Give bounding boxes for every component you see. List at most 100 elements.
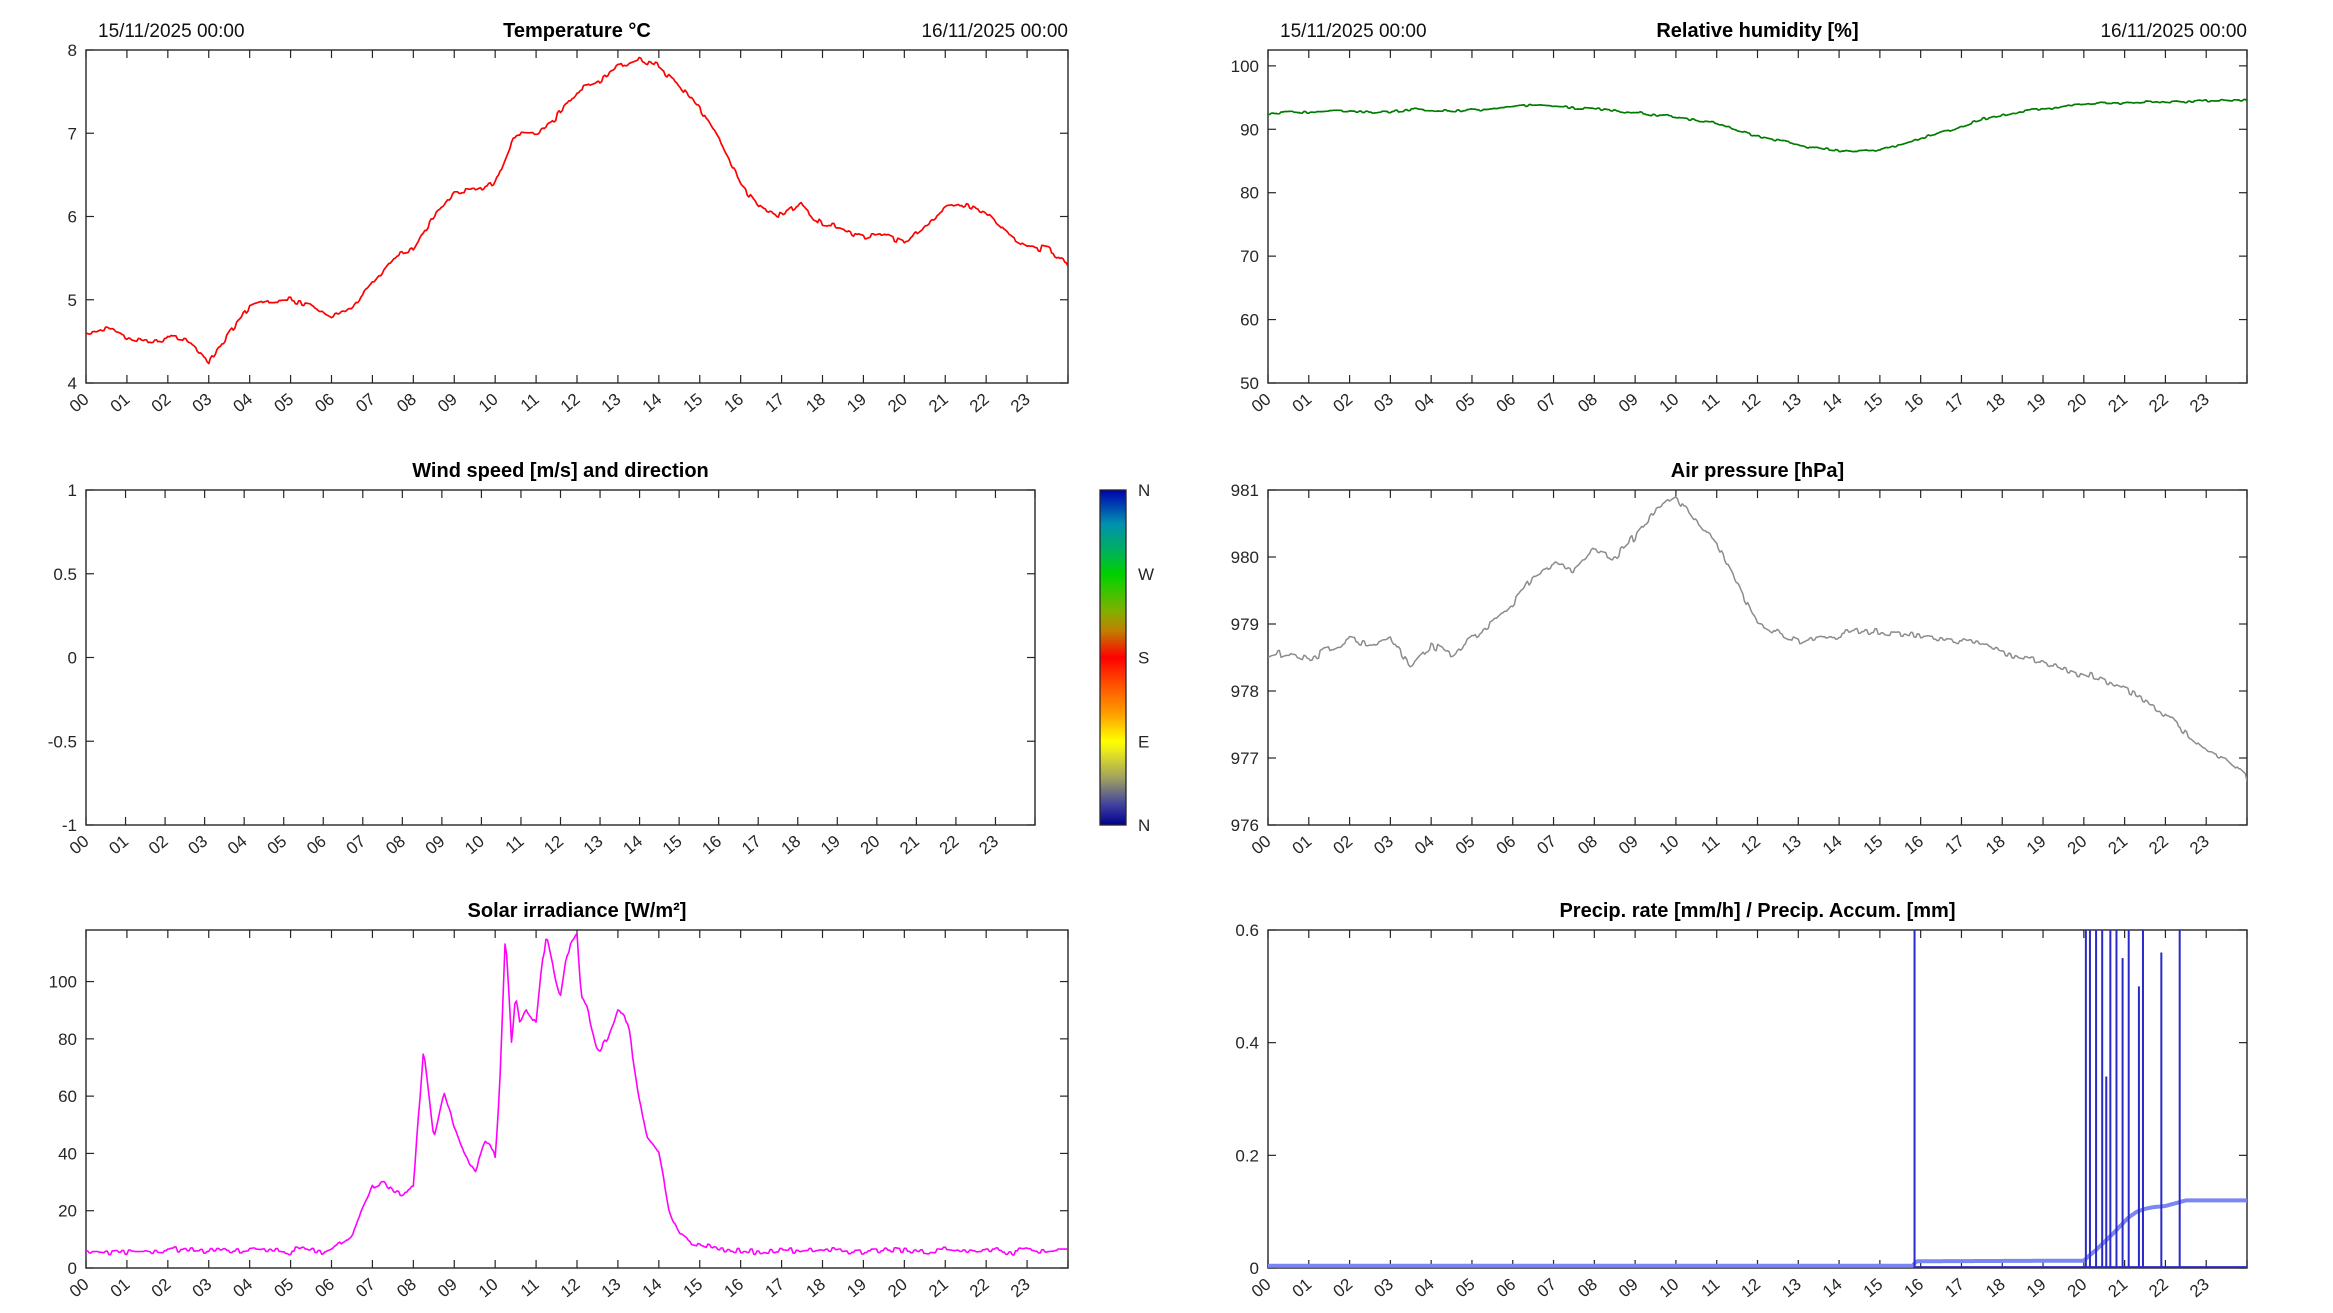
x-tick-label: 21 (896, 832, 923, 859)
x-tick-label: 04 (224, 832, 251, 859)
y-tick-label: 6 (68, 208, 77, 227)
x-tick-label: 18 (1982, 390, 2009, 417)
x-tick-label: 22 (966, 1275, 993, 1302)
series-layer (1268, 930, 2247, 1268)
x-tick-label: 08 (393, 390, 420, 417)
chart-title: Precip. rate [mm/h] / Precip. Accum. [mm… (1559, 900, 1955, 922)
y-tick-label: -0.5 (48, 732, 77, 751)
x-tick-label: 15 (1860, 390, 1887, 417)
colorbar-label: W (1138, 565, 1154, 584)
x-tick-label: 21 (2104, 1275, 2131, 1302)
temperature-chart: 00 01 02 03 04 05 06 07 08 09 10 11 12 13 14 15 16 17 18 19… (66, 20, 1069, 417)
axes-box (1267, 49, 2248, 384)
x-tick-label: 01 (1289, 832, 1316, 859)
x-tick-label: 09 (422, 832, 449, 859)
x-tick-label: 12 (557, 390, 584, 417)
colorbar-label: N (1138, 481, 1150, 500)
y-tick-label: 0.4 (1235, 1034, 1259, 1053)
x-tick-label: 21 (2104, 832, 2131, 859)
air-pressure-line (1268, 496, 2247, 782)
x-tick-label: 10 (475, 390, 502, 417)
x-tick-label: 01 (107, 1275, 134, 1302)
y-tick-label: 4 (68, 374, 77, 393)
x-tick-label: 23 (1007, 1275, 1034, 1302)
x-tick-label: 03 (184, 832, 211, 859)
x-tick-label: 04 (230, 1275, 257, 1302)
x-tick-label: 11 (1698, 390, 1724, 416)
x-tick-label: 13 (580, 832, 607, 859)
x-tick-label: 11 (517, 1275, 543, 1301)
x-tick-label: 18 (778, 832, 805, 859)
x-tick-label: 20 (2064, 832, 2091, 859)
x-tick-label: 11 (1698, 832, 1724, 858)
x-tick-label: 03 (1370, 390, 1397, 417)
x-tick-label: 20 (884, 390, 911, 417)
x-tick-label: 15 (659, 832, 686, 859)
x-tick-label: 06 (1493, 832, 1520, 859)
x-tick-label: 17 (1941, 1275, 1968, 1302)
x-tick-label: 09 (434, 390, 461, 417)
chart-title: Solar irradiance [W/m²] (468, 900, 687, 922)
x-tick-label: 08 (1574, 390, 1601, 417)
x-tick-label: 16 (1901, 390, 1928, 417)
x-tick-label: 07 (1533, 390, 1560, 417)
y-tick-label: 1 (68, 481, 77, 500)
colorbar-label: S (1138, 649, 1149, 668)
x-tick-label: 07 (1533, 1275, 1560, 1302)
humidity-chart: 00 01 02 03 04 05 06 07 08 09 10 11 12 13 14 15 16 17 18 19… (1231, 20, 2248, 417)
x-tick-label: 12 (557, 1275, 584, 1302)
x-tick-label: 18 (1982, 1275, 2009, 1302)
x-tick-label: 13 (1778, 390, 1805, 417)
x-tick-label: 18 (1982, 832, 2009, 859)
x-tick-label: 05 (1452, 832, 1479, 859)
axes-box (1267, 929, 2248, 1269)
x-tick-label: 05 (270, 1275, 297, 1302)
y-tick-label: 70 (1240, 247, 1259, 266)
y-tick-label: 100 (49, 973, 77, 992)
x-tick-label: 20 (857, 832, 884, 859)
x-tick-label: 13 (1778, 1275, 1805, 1302)
x-tick-label: 10 (475, 1275, 502, 1302)
y-tick-label: 0 (1250, 1259, 1259, 1278)
x-tick-label: 10 (1656, 1275, 1683, 1302)
y-tick-label: 8 (68, 41, 77, 60)
x-tick-label: 12 (1737, 832, 1764, 859)
y-tick-label: 100 (1231, 57, 1259, 76)
x-tick-label: 12 (1737, 390, 1764, 417)
x-tick-label: 06 (1493, 1275, 1520, 1302)
x-tick-label: 00 (1248, 832, 1275, 859)
x-tick-label: 16 (721, 390, 748, 417)
x-tick-label: 11 (517, 390, 543, 416)
y-tick-label: 976 (1231, 816, 1259, 835)
series-layer (86, 56, 1068, 365)
x-tick-label: 00 (66, 1275, 93, 1302)
series-layer (86, 932, 1068, 1256)
x-tick-label: 22 (2145, 390, 2172, 417)
x-tick-label: 20 (884, 1275, 911, 1302)
x-tick-label: 08 (393, 1275, 420, 1302)
colorbar-label: E (1138, 732, 1149, 751)
x-tick-label: 14 (1819, 1275, 1846, 1302)
x-tick-label: 10 (461, 832, 488, 859)
x-tick-label: 06 (1493, 390, 1520, 417)
x-tick-label: 09 (1615, 390, 1642, 417)
x-tick-label: 22 (2145, 832, 2172, 859)
y-tick-label: 980 (1231, 548, 1259, 567)
x-tick-label: 03 (189, 390, 216, 417)
x-tick-label: 15 (680, 1275, 707, 1302)
y-tick-label: 977 (1231, 749, 1259, 768)
x-tick-label: 06 (311, 390, 338, 417)
x-tick-label: 04 (230, 390, 257, 417)
x-tick-label: 07 (352, 1275, 379, 1302)
x-tick-label: 19 (2023, 832, 2050, 859)
y-tick-label: 20 (58, 1202, 77, 1221)
x-tick-label: 13 (598, 390, 625, 417)
x-tick-label: 19 (843, 1275, 870, 1302)
x-tick-label: 14 (639, 1275, 666, 1302)
x-tick-label: 16 (1901, 1275, 1928, 1302)
chart-title: Relative humidity [%] (1656, 20, 1858, 42)
y-tick-label: 80 (1240, 184, 1259, 203)
x-tick-label: 12 (540, 832, 567, 859)
y-tick-label: -1 (62, 816, 77, 835)
